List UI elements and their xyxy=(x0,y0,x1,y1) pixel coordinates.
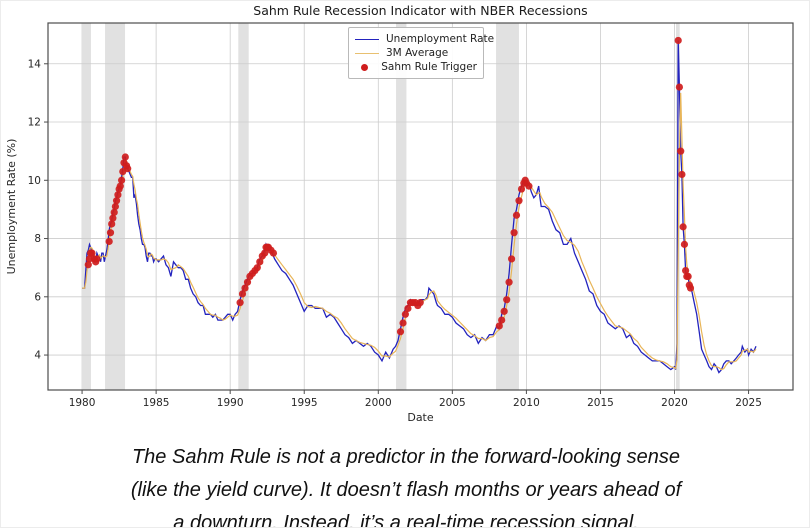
sahm-trigger-dot xyxy=(243,278,252,286)
sahm-trigger-dot xyxy=(105,237,113,246)
sahm-trigger-dot xyxy=(253,264,261,272)
legend-item-sahm-trigger: Sahm Rule Trigger xyxy=(355,60,477,74)
sahm-trigger-dot xyxy=(114,191,122,199)
sahm-trigger-dot xyxy=(674,36,682,45)
recession-band xyxy=(496,23,519,390)
sahm-trigger-dot xyxy=(88,249,96,257)
sahm-trigger-dot xyxy=(680,240,689,248)
sahm-trigger-dot xyxy=(261,249,269,257)
sahm-trigger-dot xyxy=(495,322,503,330)
x-tick-label: 1990 xyxy=(217,397,244,409)
y-tick-label: 10 xyxy=(28,175,41,187)
sahm-trigger-dot xyxy=(401,310,409,318)
x-tick-label: 2010 xyxy=(513,397,540,409)
average-line-swatch-icon xyxy=(355,52,379,54)
legend-item-3m-average: 3M Average xyxy=(355,46,477,60)
sahm-trigger-dot xyxy=(525,182,533,190)
sahm-trigger-dot xyxy=(510,229,518,237)
caption-line-2: (like the yield curve). It doesn’t flash… xyxy=(130,479,682,501)
sahm-trigger-dot xyxy=(684,272,692,281)
y-axis-label: Unemployment Rate (%) xyxy=(5,139,18,275)
sahm-trigger-dot xyxy=(238,290,247,298)
sahm-trigger-dot xyxy=(500,307,508,315)
x-tick-label: 1985 xyxy=(143,397,170,409)
sahm-trigger-dot xyxy=(678,170,686,179)
sahm-trigger-dot xyxy=(118,176,126,184)
recession-band xyxy=(396,23,407,390)
sahm-trigger-dot xyxy=(236,299,244,307)
sahm-trigger-dot xyxy=(256,258,264,266)
sahm-trigger-dot xyxy=(111,202,119,211)
x-tick-label: 1980 xyxy=(69,397,96,409)
caption-line-1: The Sahm Rule is not a predictor in the … xyxy=(131,446,681,468)
x-axis-label: Date xyxy=(407,411,434,424)
sahm-trigger-dot xyxy=(396,328,405,336)
sahm-trigger-dot xyxy=(269,249,278,257)
y-tick-label: 4 xyxy=(34,350,41,362)
x-tick-label: 2020 xyxy=(661,397,688,409)
sahm-trigger-dot xyxy=(116,182,124,190)
sahm-trigger-dot xyxy=(677,147,685,155)
sahm-trigger-dot xyxy=(507,255,516,263)
sahm-trigger-dot xyxy=(416,299,424,307)
sahm-trigger-dot xyxy=(112,197,121,205)
sahm-trigger-dot xyxy=(686,284,695,292)
sahm-trigger-dot xyxy=(109,214,117,222)
sahm-trigger-dot xyxy=(84,261,92,269)
sahm-trigger-dot xyxy=(399,319,407,327)
x-tick-label: 2000 xyxy=(365,397,392,409)
sahm-trigger-dot xyxy=(503,296,511,304)
sahm-trigger-dot xyxy=(679,223,687,231)
chart-legend: Unemployment Rate 3M Average Sahm Rule T… xyxy=(348,27,494,79)
sahm-trigger-dot xyxy=(517,185,526,193)
sahm-trigger-dot xyxy=(110,208,118,216)
sahm-trigger-dot xyxy=(93,255,101,263)
sahm-trigger-dot xyxy=(121,153,129,161)
x-tick-label: 2005 xyxy=(439,397,466,409)
y-tick-label: 8 xyxy=(34,233,41,245)
trigger-dot-swatch-icon xyxy=(355,63,374,71)
unemployment-rate-line xyxy=(82,40,757,374)
recession-band xyxy=(82,23,91,390)
x-tick-label: 2015 xyxy=(587,397,614,409)
sahm-trigger-dot xyxy=(498,316,506,324)
y-tick-label: 6 xyxy=(34,291,41,303)
sahm-trigger-dot xyxy=(404,304,412,313)
three-month-average-line xyxy=(82,92,757,371)
sahm-trigger-dot xyxy=(515,197,523,205)
x-tick-label: 1995 xyxy=(291,397,318,409)
chart-caption: The Sahm Rule is not a predictor in the … xyxy=(1,441,809,528)
y-tick-label: 14 xyxy=(28,58,42,70)
sahm-trigger-dot xyxy=(106,229,115,237)
chart-title: Sahm Rule Recession Indicator with NBER … xyxy=(253,3,588,18)
recession-band xyxy=(238,23,249,390)
plot-frame xyxy=(47,22,794,391)
caption-line-3: a downturn. Instead, it’s a real-time re… xyxy=(173,512,639,528)
sahm-trigger-dot xyxy=(505,278,513,286)
x-tick-label: 2025 xyxy=(735,397,762,409)
sahm-trigger-dot xyxy=(682,266,690,275)
legend-label: 3M Average xyxy=(386,47,449,59)
sahm-trigger-dot xyxy=(108,220,116,228)
chart-canvas: 1980 1985 1990 1995 2000 2005 2010 2015 2020 2025… xyxy=(5,22,794,424)
sahm-trigger-dot xyxy=(512,211,521,219)
sahm-trigger-dot xyxy=(124,165,132,173)
legend-label: Unemployment Rate xyxy=(386,33,495,45)
sahm-trigger-dot xyxy=(241,284,249,292)
unemployment-line-swatch-icon xyxy=(355,38,379,40)
sahm-trigger-dot xyxy=(675,83,683,91)
y-tick-label: 12 xyxy=(28,117,41,129)
legend-label: Sahm Rule Trigger xyxy=(381,61,477,73)
legend-item-unemployment-rate: Unemployment Rate xyxy=(355,32,494,46)
